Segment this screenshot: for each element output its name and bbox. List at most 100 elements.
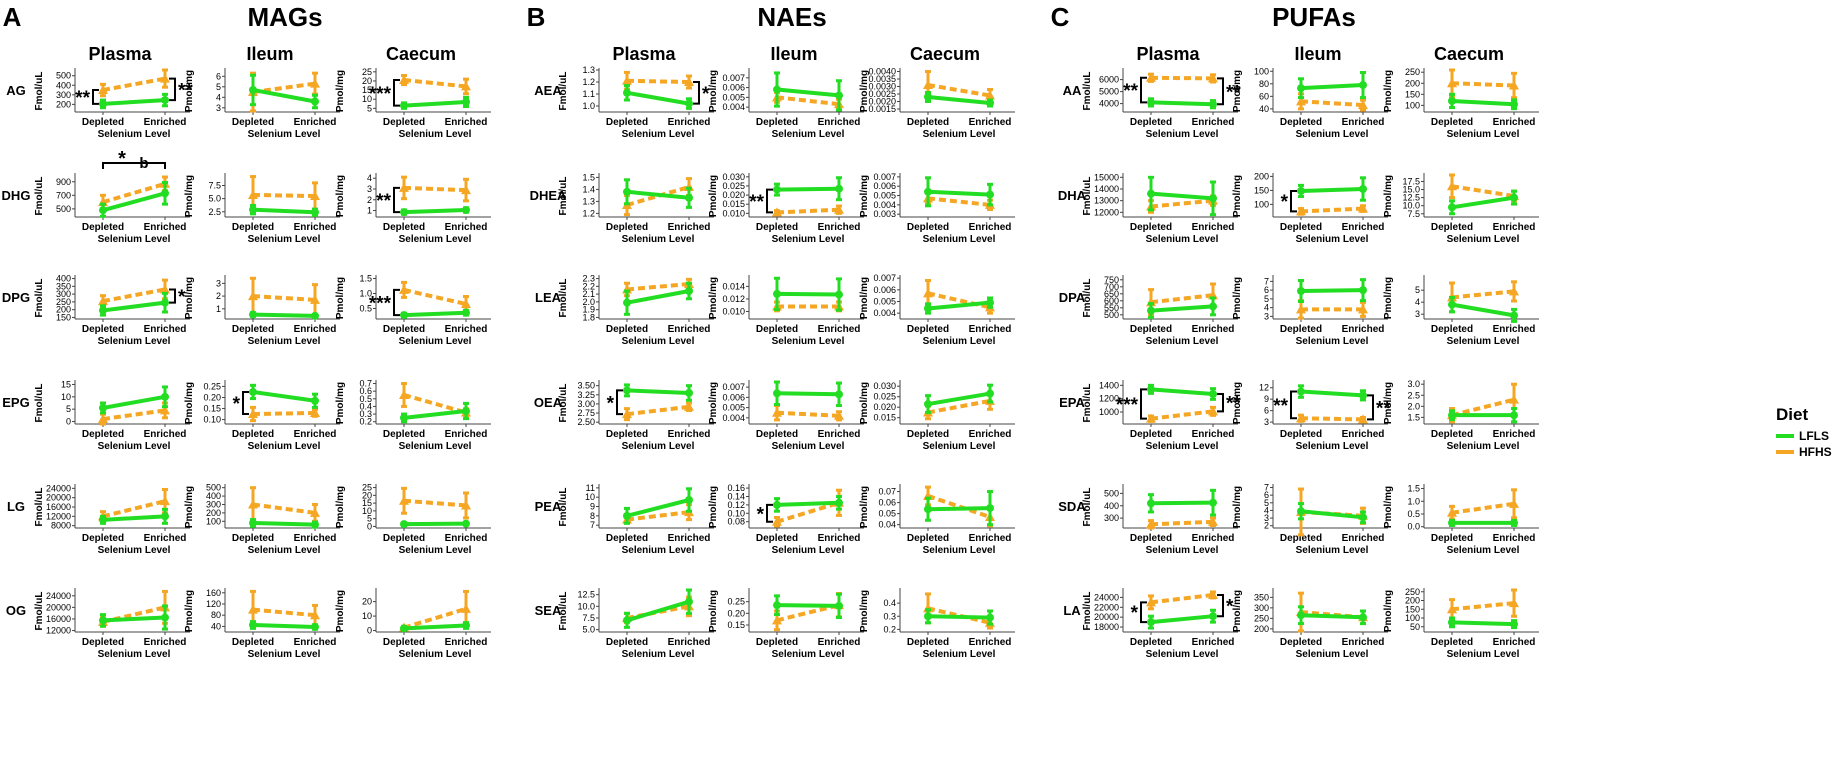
point-lfls — [986, 389, 994, 398]
series-line-lfls — [1150, 100, 1214, 107]
x-tick-label-depleted: Depleted — [82, 117, 124, 128]
x-tick-label-depleted: Depleted — [907, 429, 949, 440]
y-axis-label: Fmol/uL — [1082, 177, 1093, 216]
y-tick-label: 4000 — [1099, 99, 1119, 109]
point-lfls — [1448, 300, 1456, 309]
y-tick-label: 0.030 — [873, 381, 896, 391]
significance-bracket-right — [693, 81, 700, 105]
x-tick-label-enriched: Enriched — [668, 429, 711, 440]
series-line-lfls — [1451, 620, 1515, 627]
x-tick-label-enriched: Enriched — [668, 533, 711, 544]
x-tick-label-enriched: Enriched — [1342, 637, 1385, 648]
series-line-lfls — [776, 186, 840, 192]
x-tick-label-enriched: Enriched — [445, 324, 488, 335]
series-line-hfhs — [403, 185, 467, 193]
point-lfls — [99, 616, 107, 625]
x-axis-title: Selenium Level — [399, 129, 472, 140]
x-tick-label-enriched: Enriched — [818, 637, 861, 648]
series-line-lfls — [252, 520, 316, 527]
y-tick-label: 10 — [362, 506, 372, 516]
series-line-lfls — [776, 291, 840, 297]
series-line-lfls — [626, 289, 690, 305]
point-lfls — [685, 496, 693, 504]
y-tick-label: 5 — [1264, 294, 1269, 304]
x-axis-title: Selenium Level — [1447, 649, 1520, 660]
y-tick-label: 0.020 — [722, 190, 745, 200]
y-tick-label: 0.3 — [883, 611, 896, 621]
y-tick-label: 1000 — [1099, 407, 1119, 417]
x-tick-label-enriched: Enriched — [1192, 637, 1235, 648]
y-tick-label: 120 — [206, 599, 221, 609]
x-axis-title: Selenium Level — [1146, 649, 1219, 660]
x-axis-title: Selenium Level — [399, 234, 472, 245]
point-lfls — [249, 621, 257, 629]
x-tick-label-enriched: Enriched — [1342, 222, 1385, 233]
point-lfls — [623, 298, 631, 307]
y-tick-label: 1.3 — [582, 196, 595, 206]
x-tick-label-depleted: Depleted — [1280, 222, 1322, 233]
x-tick-label-enriched: Enriched — [668, 637, 711, 648]
y-tick-label: 8 — [590, 511, 595, 521]
series-line-lfls — [927, 300, 991, 311]
y-tick-label: 1.2 — [582, 77, 595, 87]
series-line-hfhs — [403, 287, 467, 306]
x-tick-label-enriched: Enriched — [1192, 533, 1235, 544]
x-tick-label-depleted: Depleted — [1280, 429, 1322, 440]
point-hfhs — [160, 405, 170, 415]
x-tick-label-enriched: Enriched — [1192, 222, 1235, 233]
x-axis-title: Selenium Level — [622, 649, 695, 660]
x-axis-title: Selenium Level — [248, 441, 321, 452]
point-lfls — [623, 386, 631, 395]
y-tick-label: 6 — [1264, 285, 1269, 295]
x-axis-title: Selenium Level — [923, 129, 996, 140]
y-tick-label: 300 — [206, 499, 221, 509]
point-lfls — [685, 388, 693, 397]
point-hfhs — [1358, 304, 1368, 314]
point-lfls — [924, 304, 932, 313]
y-axis-label: Fmol/uL — [558, 177, 569, 216]
y-tick-label: 100 — [1254, 199, 1269, 209]
y-tick-label: 0.2 — [359, 417, 372, 427]
x-axis-title: Selenium Level — [923, 649, 996, 660]
series-line-hfhs — [927, 196, 991, 207]
significance-bracket-right — [1217, 77, 1224, 106]
x-tick-label-depleted: Depleted — [1280, 324, 1322, 335]
y-tick-label: 10.0 — [1402, 201, 1420, 211]
series-line-lfls — [403, 409, 467, 420]
x-axis-title: Selenium Level — [1296, 649, 1369, 660]
y-tick-label: 2 — [1264, 521, 1269, 531]
series-line-hfhs — [1451, 501, 1515, 515]
point-hfhs — [310, 407, 320, 417]
point-hfhs — [310, 610, 320, 620]
y-axis-label: Fmol/uL — [558, 488, 569, 527]
x-axis-title: Selenium Level — [622, 234, 695, 245]
x-tick-label-enriched: Enriched — [144, 429, 187, 440]
point-lfls — [1359, 185, 1367, 193]
series-line-hfhs — [1150, 293, 1214, 305]
y-axis-label: Fmol/uL — [34, 592, 45, 631]
y-tick-label: 0.0025 — [868, 89, 896, 99]
point-hfhs — [461, 299, 471, 308]
x-axis-title: Selenium Level — [248, 234, 321, 245]
x-axis-title: Selenium Level — [98, 129, 171, 140]
y-axis-label: Pmol/mg — [1232, 382, 1243, 424]
y-tick-label: 0.007 — [722, 382, 745, 392]
panel-letter-B: B — [527, 2, 546, 32]
y-tick-label: 0.5 — [359, 394, 372, 404]
point-hfhs — [461, 603, 471, 613]
y-tick-label: 0.004 — [722, 413, 745, 423]
column-header-A-ileum: Ileum — [246, 44, 293, 64]
point-hfhs — [1447, 181, 1457, 191]
x-tick-label-enriched: Enriched — [818, 533, 861, 544]
point-lfls — [1510, 620, 1518, 629]
y-tick-label: 750 — [1104, 275, 1119, 285]
legend-label-hfhs: HFHS — [1799, 445, 1832, 459]
row-label-sda: SDA — [1058, 499, 1086, 514]
significance-bracket-left — [1290, 390, 1297, 420]
